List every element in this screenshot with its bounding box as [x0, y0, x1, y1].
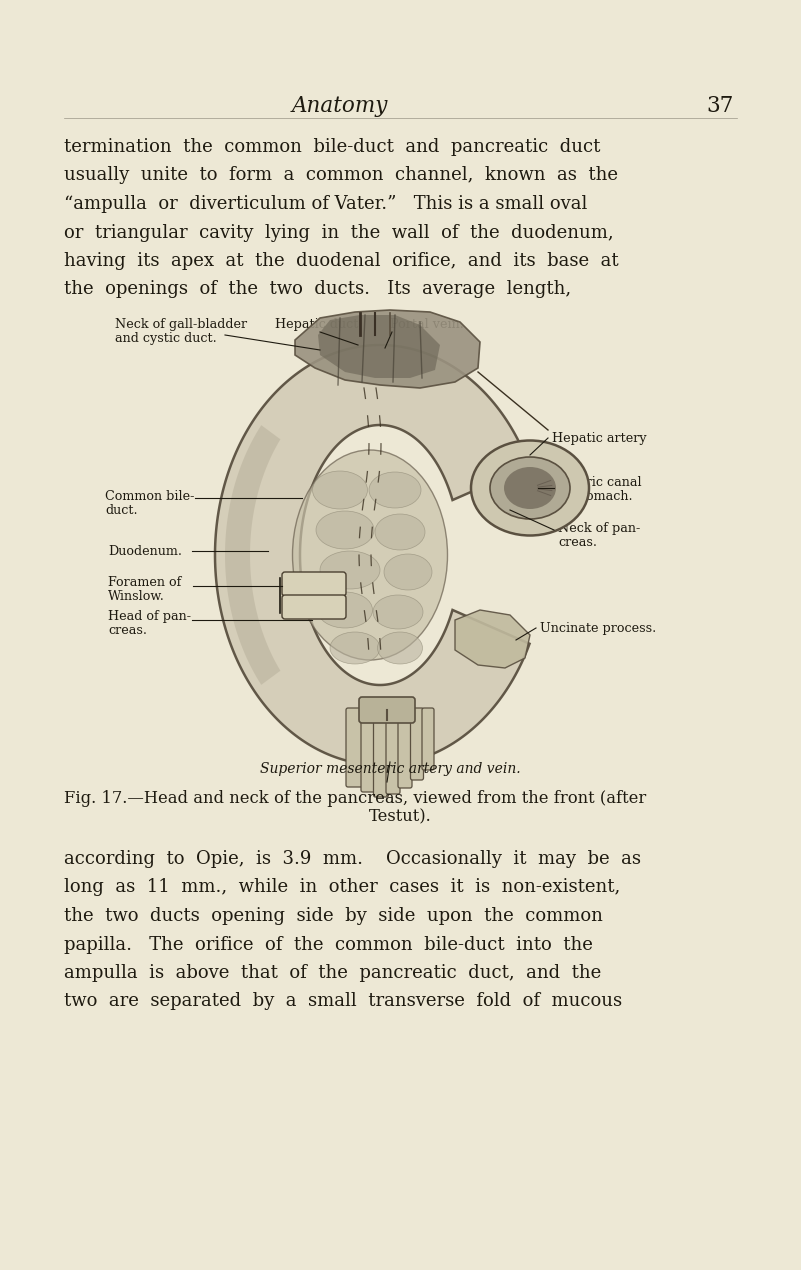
Text: Head of pan-: Head of pan- — [108, 610, 191, 624]
Text: the  openings  of  the  two  ducts.   Its  average  length,: the openings of the two ducts. Its avera… — [64, 281, 571, 298]
Ellipse shape — [317, 592, 372, 627]
Text: ampulla  is  above  that  of  the  pancreatic  duct,  and  the: ampulla is above that of the pancreatic … — [64, 964, 602, 982]
Text: 37: 37 — [706, 95, 734, 117]
Text: Testut).: Testut). — [368, 808, 432, 826]
Text: Portal vein.: Portal vein. — [390, 318, 464, 331]
Text: two  are  separated  by  a  small  transverse  fold  of  mucous: two are separated by a small transverse … — [64, 992, 622, 1011]
Text: of stomach.: of stomach. — [558, 490, 633, 503]
Text: according  to  Opie,  is  3.9  mm.    Occasionally  it  may  be  as: according to Opie, is 3.9 mm. Occasional… — [64, 850, 641, 867]
Text: Neck of gall-bladder: Neck of gall-bladder — [115, 318, 248, 331]
FancyBboxPatch shape — [100, 305, 680, 775]
FancyBboxPatch shape — [282, 572, 346, 596]
Ellipse shape — [316, 511, 374, 549]
Ellipse shape — [504, 467, 556, 509]
Ellipse shape — [369, 472, 421, 508]
FancyBboxPatch shape — [282, 596, 346, 618]
FancyBboxPatch shape — [361, 707, 377, 792]
Text: and cystic duct.: and cystic duct. — [115, 331, 217, 345]
Text: Winslow.: Winslow. — [108, 591, 165, 603]
Text: “ampulla  or  diverticulum of Vater.”   This is a small oval: “ampulla or diverticulum of Vater.” This… — [64, 196, 587, 213]
Text: Hepatic artery: Hepatic artery — [552, 432, 646, 444]
Text: Anatomy: Anatomy — [292, 95, 388, 117]
Ellipse shape — [330, 632, 380, 664]
Text: Superior mesenteric artery and vein.: Superior mesenteric artery and vein. — [260, 762, 521, 776]
FancyBboxPatch shape — [398, 707, 412, 787]
Ellipse shape — [292, 450, 448, 660]
Text: termination  the  common  bile-duct  and  pancreatic  duct: termination the common bile-duct and pan… — [64, 138, 601, 156]
Text: creas.: creas. — [108, 624, 147, 638]
Ellipse shape — [471, 441, 589, 536]
Text: duct.: duct. — [105, 504, 138, 517]
FancyBboxPatch shape — [386, 707, 400, 794]
Ellipse shape — [384, 554, 432, 591]
Text: usually  unite  to  form  a  common  channel,  known  as  the: usually unite to form a common channel, … — [64, 166, 618, 184]
Text: having  its  apex  at  the  duodenal  orifice,  and  its  base  at: having its apex at the duodenal orifice,… — [64, 251, 618, 271]
Text: Duodenum.: Duodenum. — [108, 545, 182, 558]
Text: papilla.   The  orifice  of  the  common  bile-duct  into  the: papilla. The orifice of the common bile-… — [64, 936, 593, 954]
Polygon shape — [225, 425, 280, 685]
Text: creas.: creas. — [558, 536, 597, 549]
Ellipse shape — [472, 467, 524, 513]
Ellipse shape — [377, 632, 422, 664]
Polygon shape — [455, 610, 530, 668]
Text: long  as  11  mm.,  while  in  other  cases  it  is  non-existent,: long as 11 mm., while in other cases it … — [64, 879, 620, 897]
Ellipse shape — [373, 596, 423, 629]
Ellipse shape — [375, 514, 425, 550]
Text: Fig. 17.—Head and neck of the pancreas, viewed from the front (after: Fig. 17.—Head and neck of the pancreas, … — [64, 790, 646, 806]
Text: Neck of pan-: Neck of pan- — [558, 522, 640, 535]
Text: Hepatic duct.: Hepatic duct. — [275, 318, 363, 331]
FancyBboxPatch shape — [422, 707, 434, 770]
Text: Uncinate process.: Uncinate process. — [540, 622, 656, 635]
Ellipse shape — [312, 471, 368, 509]
Text: Common bile-: Common bile- — [105, 490, 195, 503]
Polygon shape — [215, 345, 529, 765]
FancyBboxPatch shape — [373, 707, 388, 798]
Text: the  two  ducts  opening  side  by  side  upon  the  common: the two ducts opening side by side upon … — [64, 907, 603, 925]
FancyBboxPatch shape — [346, 707, 364, 787]
Text: or  triangular  cavity  lying  in  the  wall  of  the  duodenum,: or triangular cavity lying in the wall o… — [64, 224, 614, 241]
Ellipse shape — [320, 551, 380, 589]
Text: Pyloric canal: Pyloric canal — [558, 476, 642, 489]
Polygon shape — [318, 315, 440, 378]
Ellipse shape — [490, 457, 570, 519]
FancyBboxPatch shape — [410, 707, 424, 780]
Text: Foramen of: Foramen of — [108, 577, 181, 589]
FancyBboxPatch shape — [359, 697, 415, 723]
Polygon shape — [295, 310, 480, 389]
